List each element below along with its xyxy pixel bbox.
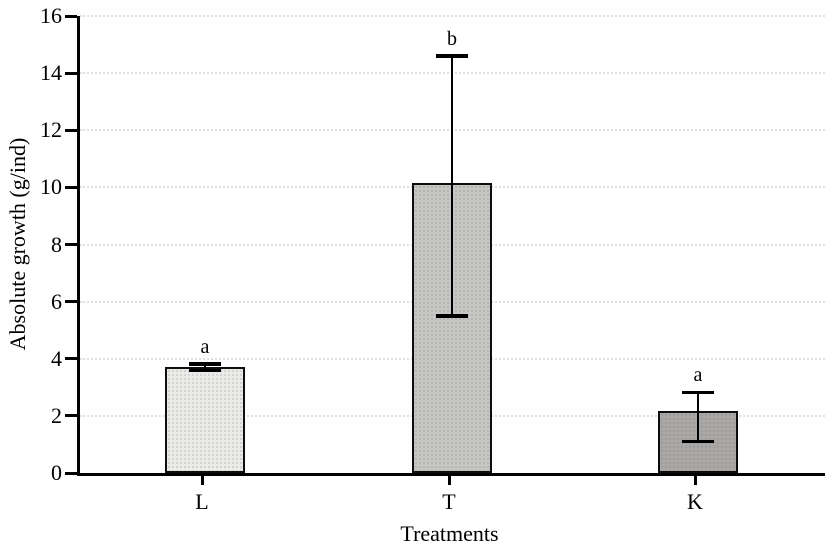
y-axis-tick-label: 8 — [51, 231, 62, 257]
y-axis-tick — [65, 71, 77, 75]
significance-letter: a — [200, 335, 210, 358]
y-axis-tick — [65, 185, 77, 189]
y-axis-tick-label: 16 — [40, 3, 62, 28]
error-bar-cap-bottom — [189, 369, 221, 373]
y-axis-tick — [65, 128, 77, 132]
y-axis-tick-label: 14 — [40, 60, 62, 86]
bar-T — [412, 183, 492, 473]
significance-letter: b — [447, 28, 457, 50]
x-axis-tick — [447, 476, 451, 485]
x-axis-title: Treatments — [400, 521, 499, 546]
x-category-label: K — [687, 489, 703, 514]
y-axis-tick-label: 0 — [51, 460, 62, 485]
error-bar-line — [203, 363, 207, 371]
y-axis-tick — [65, 300, 77, 304]
error-bar-cap-top — [682, 390, 714, 394]
y-axis-tick — [65, 471, 77, 475]
y-axis-tick-label: 2 — [51, 402, 62, 428]
y-axis-tick-label: 12 — [40, 117, 62, 143]
x-category-label: T — [442, 489, 456, 514]
y-axis-tick-label: 6 — [51, 288, 62, 314]
y-axis-tick — [65, 14, 77, 18]
bar-L — [165, 367, 245, 473]
error-bar-line — [450, 56, 454, 316]
error-bar-line — [696, 392, 700, 442]
error-bar-cap-top — [436, 54, 468, 58]
plot-area: a b a — [65, 14, 825, 476]
gridline — [80, 15, 825, 17]
y-axis-tick — [65, 414, 77, 418]
error-bar-cap-bottom — [682, 439, 714, 443]
y-axis-tick-label: 10 — [40, 174, 62, 200]
y-axis-tick — [65, 357, 77, 361]
x-axis-tick — [693, 476, 697, 485]
y-axis-tick — [65, 243, 77, 246]
error-bar-cap-top — [189, 362, 221, 366]
significance-letter: a — [693, 364, 703, 387]
x-axis-tick — [200, 476, 204, 485]
x-category-label: L — [195, 489, 209, 514]
error-bar-cap-bottom — [436, 314, 468, 318]
y-axis-tick-label: 4 — [51, 345, 62, 371]
